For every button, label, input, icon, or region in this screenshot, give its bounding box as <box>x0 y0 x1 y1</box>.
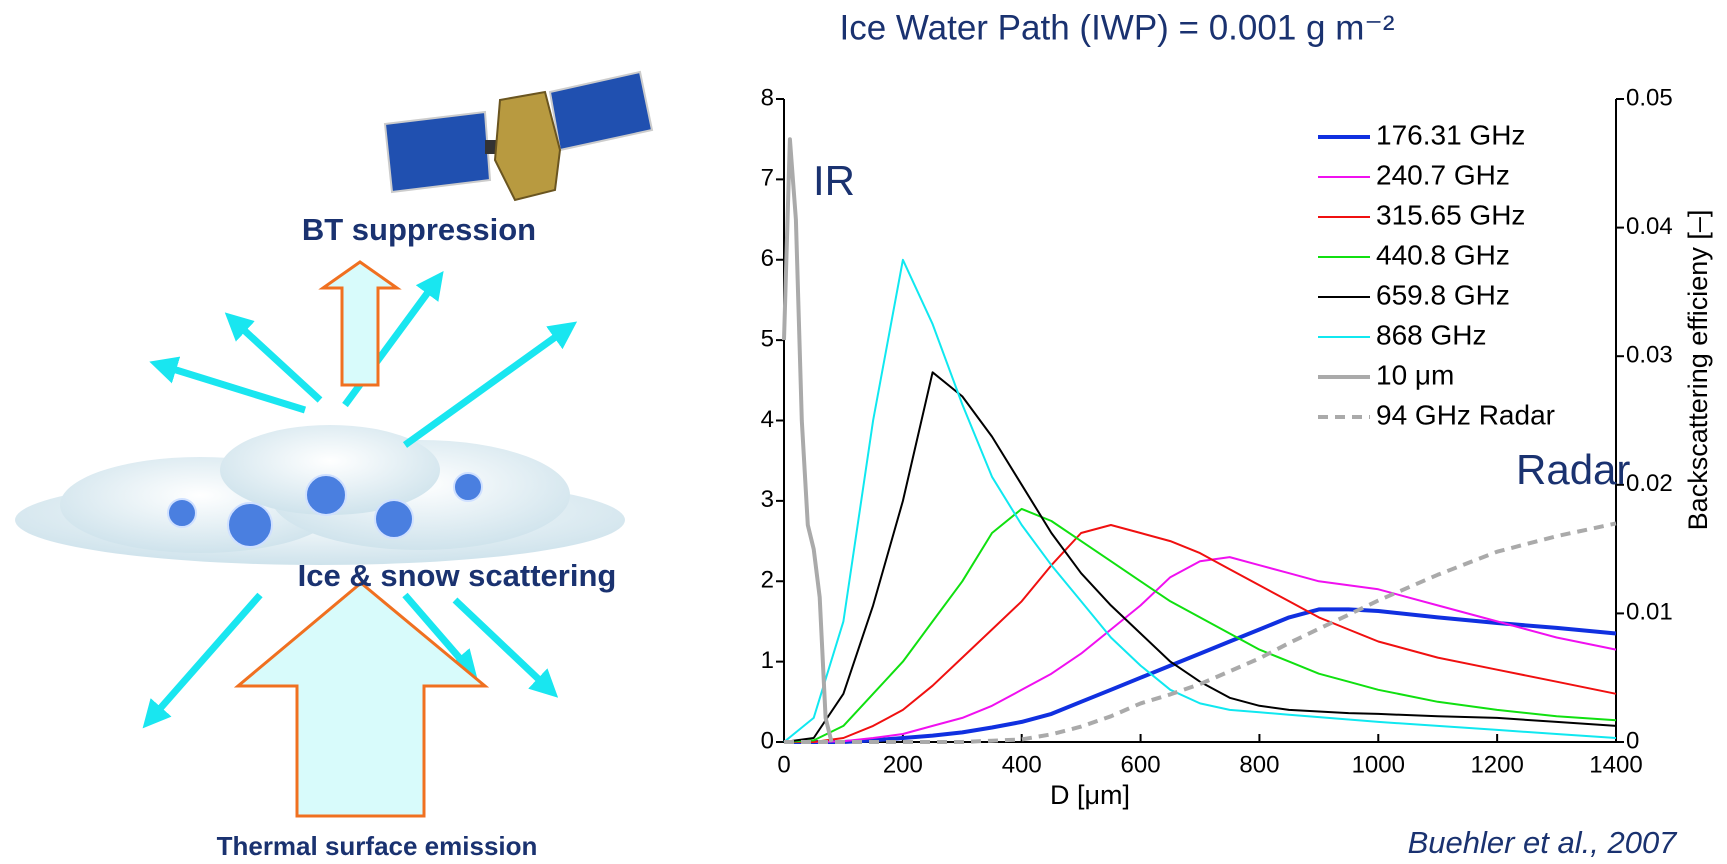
annotation: IR <box>813 157 855 204</box>
x-tick-label: 1200 <box>1470 751 1523 778</box>
x-axis-label: D [μm] <box>1050 780 1130 810</box>
up-arrow-large <box>233 581 490 818</box>
y2-tick-label: 0 <box>1626 727 1639 754</box>
x-tick-label: 600 <box>1121 751 1161 778</box>
series-line <box>784 521 1617 744</box>
legend-label: 240.7 GHz <box>1376 159 1510 190</box>
x-tick-label: 1000 <box>1352 751 1405 778</box>
x-tick-label: 400 <box>1002 751 1042 778</box>
y-tick-label: 7 <box>761 165 774 192</box>
legend-label: 94 GHz Radar <box>1376 399 1555 430</box>
citation: Buehler et al., 2007 <box>1408 825 1679 860</box>
y2-tick-label: 0.03 <box>1626 342 1673 369</box>
series-line <box>784 556 1617 743</box>
chart-title: Ice Water Path (IWP) = 0.001 g m⁻² <box>840 8 1395 47</box>
annotation: Radar <box>1516 446 1630 493</box>
y-tick-label: 4 <box>761 406 774 433</box>
series-line <box>784 524 1617 743</box>
x-tick-label: 0 <box>777 751 790 778</box>
middle-label: Ice & snow scattering <box>298 558 617 593</box>
y2-tick-label: 0.01 <box>1626 599 1673 626</box>
y2-tick-label: 0.05 <box>1626 84 1673 111</box>
series-line <box>782 137 834 743</box>
series-line <box>783 507 1617 743</box>
series-line <box>783 258 1617 743</box>
y-tick-label: 2 <box>761 567 774 594</box>
legend-label: 868 GHz <box>1376 319 1487 350</box>
top-label: BT suppression <box>302 212 536 247</box>
y2-axis-label: Backscattering efficieny [–] <box>1683 210 1713 531</box>
x-tick-label: 1400 <box>1589 751 1642 778</box>
x-tick-label: 200 <box>883 751 923 778</box>
y-tick-label: 0 <box>761 727 774 754</box>
legend-label: 440.8 GHz <box>1376 239 1510 270</box>
y2-tick-label: 0.04 <box>1626 213 1673 240</box>
y-tick-label: 5 <box>761 325 774 352</box>
satellite <box>383 70 654 202</box>
y-tick-label: 1 <box>761 647 774 674</box>
legend-label: 176.31 GHz <box>1376 119 1525 150</box>
legend-label: 10 μm <box>1376 359 1454 390</box>
up-arrow-small <box>318 260 402 387</box>
y2-tick-label: 0.02 <box>1626 470 1673 497</box>
scatter-arrows <box>142 270 578 729</box>
y-tick-label: 3 <box>761 486 774 513</box>
bottom-label: Thermal surface emission <box>217 831 538 861</box>
series-line <box>783 371 1617 743</box>
legend-label: 659.8 GHz <box>1376 279 1510 310</box>
legend-label: 315.65 GHz <box>1376 199 1525 230</box>
diagram: BT suppression Ice & snow scattering The… <box>15 70 654 861</box>
x-tick-label: 800 <box>1239 751 1279 778</box>
snowflakes <box>167 472 483 548</box>
y-tick-label: 6 <box>761 245 774 272</box>
y-tick-label: 8 <box>761 84 774 111</box>
series-line <box>784 607 1617 744</box>
